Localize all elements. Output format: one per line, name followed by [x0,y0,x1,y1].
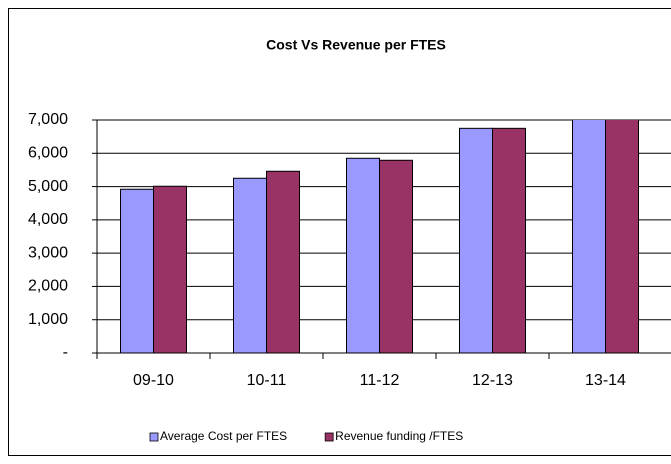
x-tick-label: 13-14 [585,372,626,389]
legend-label: Revenue funding /FTES [335,429,463,443]
y-tick-label: 2,000 [28,278,68,295]
bar [492,127,526,353]
bar [379,159,413,353]
legend-swatch [149,432,159,442]
y-tick-label: 3,000 [28,244,68,261]
legend-label: Average Cost per FTES [160,429,287,443]
y-tick-label: 1,000 [28,311,68,328]
chart-frame [8,8,671,456]
y-tick-label: 5,000 [28,178,68,195]
legend-swatch [324,432,334,442]
y-tick-label: 7,000 [28,111,68,128]
bar [233,177,267,353]
x-tick-label: 11-12 [360,372,400,389]
y-tick-label: 4,000 [28,211,68,228]
chart-title: Cost Vs Revenue per FTES [266,37,446,53]
x-tick-label: 10-11 [247,372,287,389]
bar [605,120,639,353]
y-tick-label: - [63,344,68,361]
bar [266,170,300,353]
bar [120,188,154,353]
bar [346,157,380,353]
bars [120,120,639,353]
bar [572,120,606,353]
bar [459,127,493,353]
y-tick-label: 6,000 [28,145,68,162]
bar [153,185,187,353]
x-tick-label: 12-13 [472,372,513,389]
x-tick-label: 09-10 [133,372,174,389]
